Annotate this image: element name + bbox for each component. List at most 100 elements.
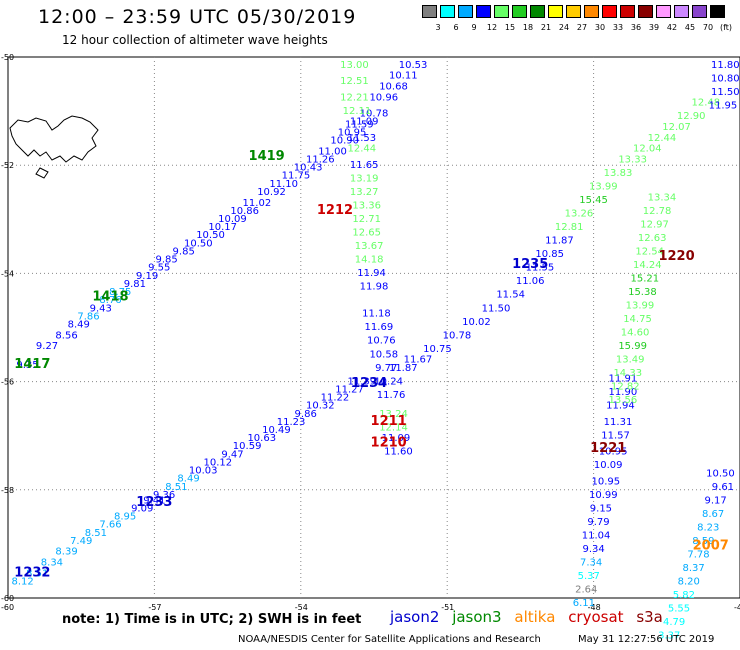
wave-height-value: 13.19: [350, 173, 379, 184]
track-pass-label: 1418: [92, 289, 128, 304]
wave-height-value: 11.94: [606, 401, 635, 412]
legend-swatch: [656, 5, 671, 18]
wave-height-value: 11.75: [282, 171, 311, 182]
wave-height-value: 11.54: [496, 290, 525, 301]
legend-label: 36: [630, 23, 642, 32]
legend-label: 45: [684, 23, 696, 32]
wave-height-value: 11.53: [347, 133, 376, 144]
wave-height-value: 10.03: [189, 466, 218, 477]
legend-label: 3: [435, 23, 441, 32]
wave-height-value: 9.85: [155, 255, 177, 266]
wave-height-value: 12.44: [347, 144, 376, 155]
wave-height-value: 10.43: [294, 163, 323, 174]
wave-height-value: 11.95: [709, 100, 738, 111]
wave-height-value: 12.48: [692, 98, 721, 109]
wave-height-value: 15.45: [579, 195, 608, 206]
wave-height-value: 9.55: [148, 263, 170, 274]
wave-height-value: 11.09: [382, 433, 411, 444]
wave-height-value: 11.98: [360, 282, 389, 293]
wave-height-value: 10.95: [599, 447, 628, 458]
wave-height-value: 11.50: [482, 303, 511, 314]
lat-label: -52: [1, 161, 14, 170]
wave-height-value: 7.49: [70, 536, 92, 547]
wave-height-value: 10.76: [367, 336, 396, 347]
legend-swatch: [422, 5, 437, 18]
wave-height-value: 11.80: [711, 60, 740, 71]
wave-height-value: 13.00: [340, 60, 369, 71]
wave-height-value: 8.34: [41, 558, 63, 569]
wave-height-value: 10.99: [589, 490, 618, 501]
wave-height-value: 10.95: [338, 127, 367, 138]
wave-height-value: 9.09: [131, 503, 153, 514]
wave-height-value: 10.78: [443, 330, 472, 341]
wave-height-value: 9.43: [90, 303, 112, 314]
wave-height-value: 8.49: [177, 474, 199, 485]
wave-height-value: 10.09: [218, 214, 247, 225]
wave-height-value: 8.12: [12, 576, 34, 587]
wave-height-value: 10.58: [369, 349, 398, 360]
wave-height-value: 7.66: [99, 520, 121, 531]
wave-height-value: 9.77: [375, 363, 397, 374]
lat-label: -60: [1, 603, 14, 612]
wave-height-value: 10.78: [360, 109, 389, 120]
legend-label: 27: [576, 23, 588, 32]
wave-height-value: 9.61: [712, 482, 734, 493]
wave-height-value: 11.90: [609, 387, 638, 398]
wave-height-value: 11.02: [243, 198, 272, 209]
legend-label: 21: [540, 23, 552, 32]
legend-swatch: [548, 5, 563, 18]
wave-height-value: 11.59: [345, 119, 374, 130]
wave-height-value: 13.36: [352, 200, 381, 211]
wave-height-value: 13.49: [616, 355, 645, 366]
wave-height-value: 12.04: [633, 144, 662, 155]
legend-swatch: [494, 5, 509, 18]
track-pass-label: 1211: [371, 414, 407, 429]
wave-height-value: 11.94: [357, 268, 386, 279]
wave-height-value: 9.19: [136, 271, 158, 282]
wave-height-value: 14.24: [633, 260, 662, 271]
wave-height-value: 8.95: [114, 512, 136, 523]
legend-label: 70: [702, 23, 714, 32]
wave-height-value: 10.02: [462, 317, 491, 328]
wave-height-value: 11.57: [601, 430, 630, 441]
wave-height-value: 13.24: [379, 409, 408, 420]
wave-height-value: 10.12: [204, 457, 233, 468]
legend-swatch: [638, 5, 653, 18]
wave-height-value: 8.76: [99, 295, 121, 306]
wave-height-value: 8.51: [26, 568, 48, 579]
wave-height-value: 5.55: [668, 604, 690, 615]
lon-label: -54: [295, 603, 308, 612]
wave-height-value: 10.63: [247, 433, 276, 444]
wave-height-value: 10.92: [257, 187, 286, 198]
wave-height-value: 12.54: [635, 246, 664, 257]
wave-height-value: 12.97: [640, 219, 669, 230]
wave-height-value: 15.21: [631, 274, 660, 285]
wave-height-value: 12.65: [352, 228, 381, 239]
wave-height-value: 11.22: [321, 393, 350, 404]
wave-height-value: 10.11: [389, 71, 418, 82]
wave-height-value: 13.99: [589, 182, 618, 193]
wave-height-value: 9.79: [587, 517, 609, 528]
wave-height-value: 11.60: [384, 447, 413, 458]
wave-height-value: 11.23: [277, 417, 306, 428]
track-pass-label: 2007: [693, 538, 729, 553]
legend-label: 12: [486, 23, 498, 32]
wave-height-value: 13.56: [609, 395, 638, 406]
wave-height-value: 12.90: [677, 111, 706, 122]
legend-label: 33: [612, 23, 624, 32]
wave-height-value: 8.67: [702, 509, 724, 520]
satellite-altika: altika: [514, 608, 556, 626]
wave-height-value: 12.11: [343, 106, 372, 117]
legend-swatch: [512, 5, 527, 18]
legend-swatch: [530, 5, 545, 18]
wave-height-value: 11.87: [545, 236, 574, 247]
wave-height-value: 12.63: [638, 233, 667, 244]
map-title: 12:00 – 23:59 UTC 05/30/2019: [38, 6, 357, 28]
lat-label: -56: [1, 378, 14, 387]
wave-height-value: 10.85: [535, 249, 564, 260]
track-pass-label: 1234: [351, 376, 387, 391]
wave-height-value: 8.59: [692, 536, 714, 547]
wave-height-value: 13.26: [565, 209, 594, 220]
note-text: note: 1) Time is in UTC; 2) SWH is in fe…: [62, 612, 362, 627]
wave-height-value: 13.99: [626, 301, 655, 312]
